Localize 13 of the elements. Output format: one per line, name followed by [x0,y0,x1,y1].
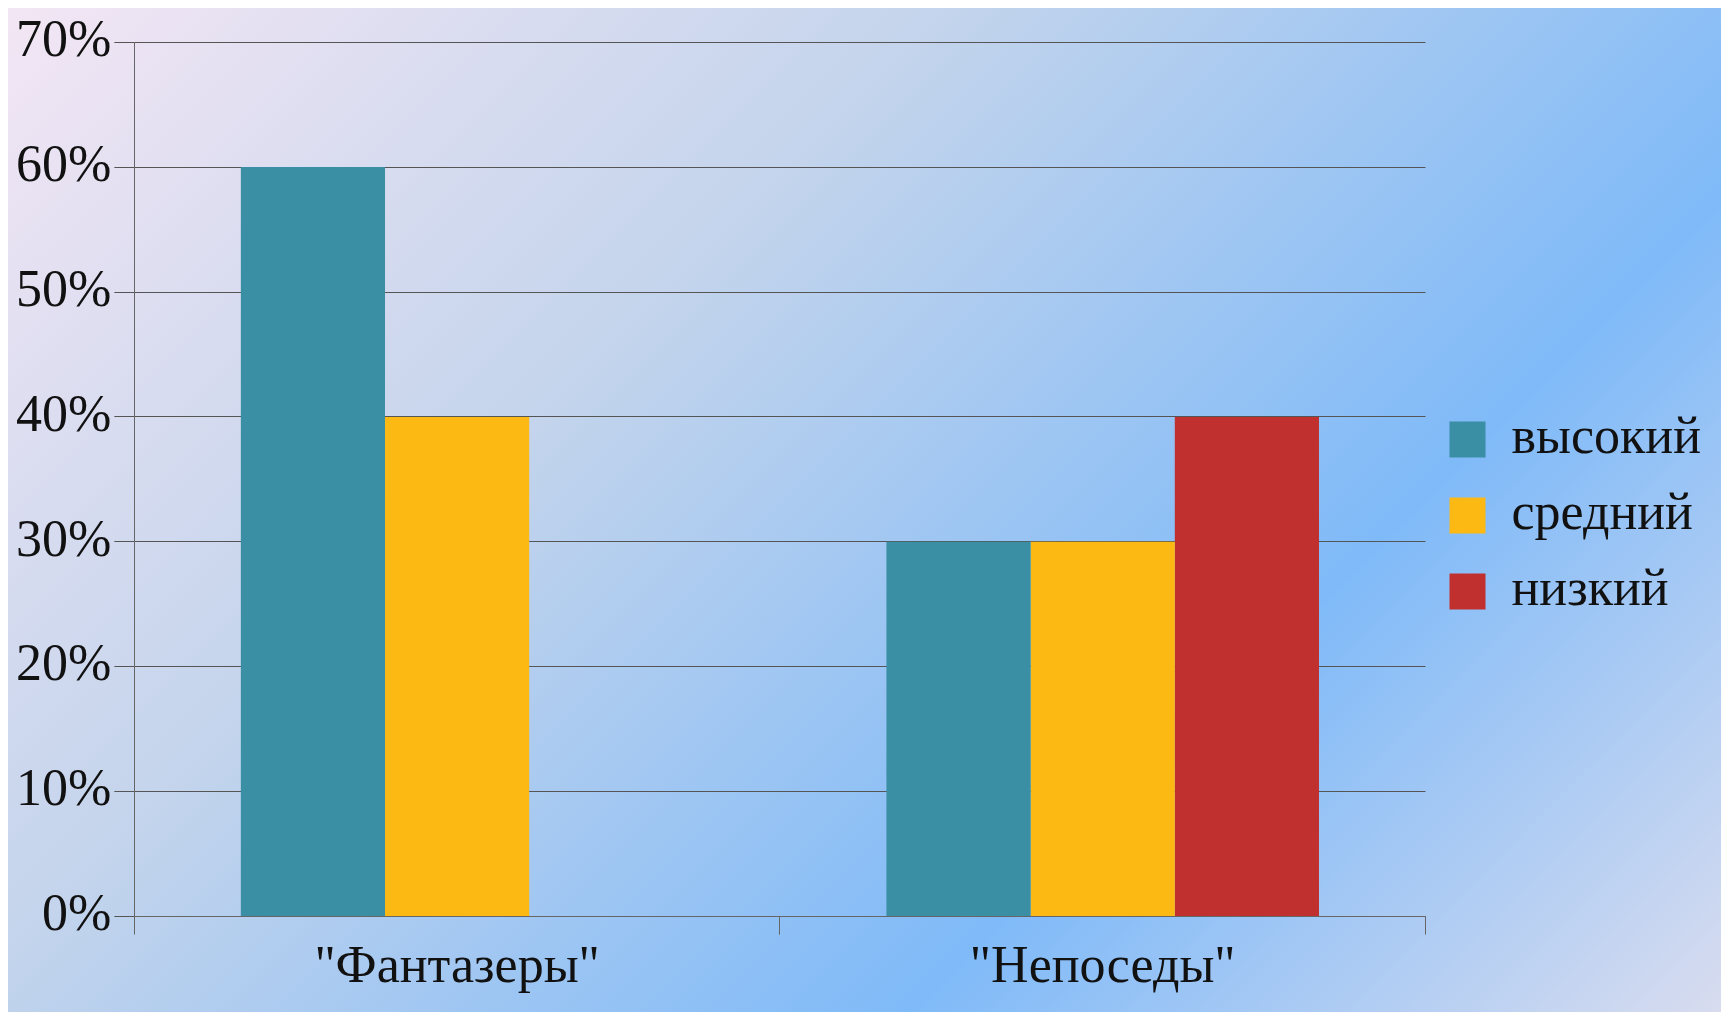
y-tick-label: 30% [15,509,112,567]
y-tick-label: 20% [15,634,112,692]
legend-label: высокий [1511,407,1702,465]
y-tick-label: 60% [15,134,112,192]
x-tick-label: "Фантазеры" [314,936,600,994]
y-tick-label: 50% [15,259,112,317]
y-tick-label: 10% [15,759,112,817]
legend-label: низкий [1511,559,1669,617]
y-tick-label: 0% [41,884,112,942]
y-tick-label: 40% [15,384,112,442]
legend-label: средний [1511,483,1693,541]
y-tick-label: 70% [15,9,112,67]
x-tick-label: "Непоседы" [969,936,1236,994]
